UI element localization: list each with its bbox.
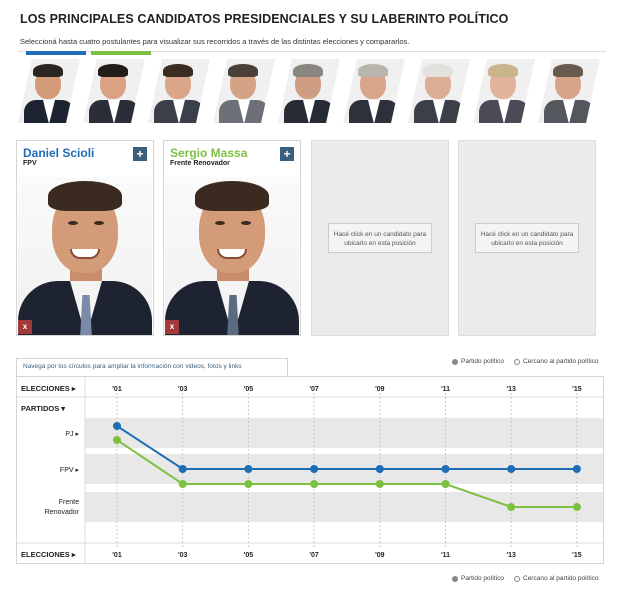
year-tick-label-top: '13	[506, 386, 516, 393]
candidate-thumbnail[interactable]	[408, 59, 470, 123]
elections-axis-label-top[interactable]: ELECCIONES ▸	[21, 384, 77, 393]
year-tick-label-top: '07	[309, 386, 319, 393]
data-point[interactable]	[310, 480, 319, 488]
year-tick-label-top: '09	[375, 386, 385, 393]
year-tick-label-bottom: '05	[244, 552, 254, 559]
empty-slot-message: Hacé click en un candidato para ubicarlo…	[328, 223, 432, 253]
selection-bar	[91, 51, 151, 55]
empty-card-slot[interactable]: Hacé click en un candidato para ubicarlo…	[458, 140, 596, 336]
candidate-thumbnail[interactable]	[148, 59, 210, 123]
year-tick-label-bottom: '13	[506, 552, 516, 559]
data-point[interactable]	[178, 480, 187, 488]
candidate-thumbnail[interactable]	[473, 59, 535, 123]
candidate-party: Frente Renovador	[170, 160, 230, 167]
candidate-card: Sergio Massa Frente Renovador + x	[163, 140, 301, 336]
year-tick-label-top: '15	[572, 386, 582, 393]
data-point[interactable]	[244, 465, 253, 473]
series-line	[116, 439, 577, 508]
page-title: LOS PRINCIPALES CANDIDATOS PRESIDENCIALE…	[20, 12, 509, 26]
party-label: Frente	[59, 499, 79, 506]
elections-axis-label-bottom[interactable]: ELECCIONES ▸	[21, 550, 77, 559]
party-label: FPV ▸	[60, 467, 80, 474]
legend-open-label: Cercano al partido político	[523, 575, 599, 582]
open-dot-icon	[514, 575, 520, 582]
candidate-thumbnail[interactable]	[213, 59, 275, 123]
trajectory-chart: ELECCIONES ▸ ELECCIONES ▸ PARTIDOS ▾ '01 '01…	[16, 376, 605, 565]
legend-filled-label: Partido político	[461, 575, 504, 582]
legend-top: Partido político Cercano al partido polí…	[452, 358, 599, 365]
year-tick-label-top: '01	[112, 386, 122, 393]
year-tick-label-bottom: '01	[112, 552, 122, 559]
year-tick-label-top: '05	[244, 386, 254, 393]
legend-filled-label: Partido político	[461, 358, 504, 365]
candidate-portrait	[18, 177, 152, 335]
candidate-thumbnail[interactable]	[343, 59, 405, 123]
year-tick-label-top: '03	[178, 386, 188, 393]
legend-bottom: Partido político Cercano al partido polí…	[452, 575, 599, 582]
data-point[interactable]	[375, 480, 384, 488]
year-tick-label-bottom: '09	[375, 552, 385, 559]
data-point[interactable]	[310, 465, 319, 473]
empty-slot-message: Hacé click en un candidato para ubicarlo…	[475, 223, 579, 253]
party-row-band	[85, 418, 603, 448]
data-point[interactable]	[507, 503, 516, 511]
filled-dot-icon	[452, 358, 458, 365]
candidate-thumbnail[interactable]	[278, 59, 340, 123]
candidate-name: Sergio Massa	[170, 146, 248, 160]
data-point[interactable]	[441, 465, 450, 473]
parties-dropdown[interactable]: PARTIDOS ▾	[21, 404, 66, 413]
legend-open-label: Cercano al partido político	[523, 358, 599, 365]
selection-bar	[26, 51, 86, 55]
remove-candidate-button[interactable]: x	[18, 320, 32, 334]
year-tick-label-bottom: '03	[178, 552, 188, 559]
candidate-strip	[18, 51, 606, 125]
candidate-thumbnail[interactable]	[538, 59, 600, 123]
party-label: PJ ▸	[65, 431, 79, 438]
add-info-button[interactable]: +	[280, 147, 294, 161]
data-point[interactable]	[113, 422, 121, 430]
candidate-thumbnail[interactable]	[18, 59, 80, 123]
data-point[interactable]	[178, 465, 187, 473]
strip-divider	[18, 51, 606, 52]
year-tick-label-bottom: '07	[309, 552, 319, 559]
data-point[interactable]	[375, 465, 384, 473]
candidate-thumbnail[interactable]	[83, 59, 145, 123]
year-tick-label-bottom: '15	[572, 552, 582, 559]
data-point[interactable]	[572, 503, 581, 511]
filled-dot-icon	[452, 575, 458, 582]
candidate-party: FPV	[23, 160, 37, 167]
data-point[interactable]	[113, 436, 121, 444]
remove-candidate-button[interactable]: x	[165, 320, 179, 334]
data-point[interactable]	[507, 465, 516, 473]
page-subtitle: Seleccioná hasta cuatro postulantes para…	[20, 37, 410, 46]
candidate-card: Daniel Scioli FPV + x	[16, 140, 154, 336]
data-point[interactable]	[441, 480, 450, 488]
chart-svg: ELECCIONES ▸ ELECCIONES ▸ PARTIDOS ▾ '01 '01…	[17, 377, 605, 565]
party-label: Renovador	[45, 509, 80, 516]
year-tick-label-bottom: '11	[441, 552, 450, 559]
add-info-button[interactable]: +	[133, 147, 147, 161]
navigation-hint: Navegá por los círculos para ampliar la …	[16, 358, 288, 376]
candidate-name: Daniel Scioli	[23, 146, 95, 160]
data-point[interactable]	[572, 465, 581, 473]
series-line	[116, 425, 577, 470]
open-dot-icon	[514, 358, 520, 365]
year-tick-label-top: '11	[441, 386, 450, 393]
data-point[interactable]	[244, 480, 253, 488]
empty-card-slot[interactable]: Hacé click en un candidato para ubicarlo…	[311, 140, 449, 336]
candidate-portrait	[165, 177, 299, 335]
